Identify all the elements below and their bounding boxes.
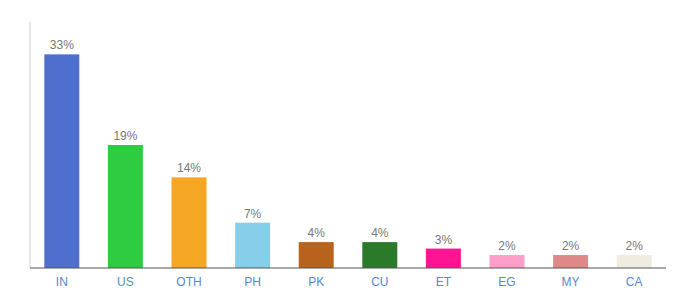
data-label: 33%	[50, 38, 74, 52]
data-label: 4%	[371, 226, 389, 240]
x-tick-label: CU	[371, 275, 388, 289]
bars	[44, 54, 651, 268]
x-tick-label: IN	[56, 275, 68, 289]
x-tick-label: MY	[562, 275, 580, 289]
x-axis-line	[30, 267, 666, 268]
bar	[553, 255, 588, 268]
x-tick-label: OTH	[176, 275, 201, 289]
bar	[44, 54, 79, 268]
data-label: 4%	[308, 226, 326, 240]
chart-svg: 33% 19% 14% 7% 4% 4% 3% 2% 2% 2% IN US OTH PH PK CU ET EG…	[0, 0, 680, 300]
bar	[172, 177, 207, 268]
data-label: 3%	[435, 233, 453, 247]
data-label: 19%	[113, 129, 137, 143]
chart-container: 33% 19% 14% 7% 4% 4% 3% 2% 2% 2% IN US OTH PH PK CU ET EG…	[0, 0, 680, 300]
x-tick-labels: IN US OTH PH PK CU ET EG MY CA	[56, 275, 643, 289]
bar	[235, 223, 270, 268]
bar	[108, 145, 143, 268]
x-tick-label: PH	[244, 275, 261, 289]
y-axis-line	[30, 22, 31, 268]
data-label: 2%	[626, 239, 644, 253]
x-tick-label: ET	[436, 275, 452, 289]
data-label: 2%	[562, 239, 580, 253]
bar	[362, 242, 397, 268]
bar	[426, 249, 461, 268]
data-labels: 33% 19% 14% 7% 4% 4% 3% 2% 2% 2%	[50, 38, 643, 253]
bar	[490, 255, 525, 268]
data-label: 2%	[498, 239, 516, 253]
x-tick-label: US	[117, 275, 134, 289]
bar	[617, 255, 652, 268]
x-tick-label: CA	[626, 275, 643, 289]
data-label: 7%	[244, 207, 262, 221]
data-label: 14%	[177, 161, 201, 175]
bar	[299, 242, 334, 268]
x-tick-label: PK	[308, 275, 324, 289]
x-tick-label: EG	[498, 275, 515, 289]
